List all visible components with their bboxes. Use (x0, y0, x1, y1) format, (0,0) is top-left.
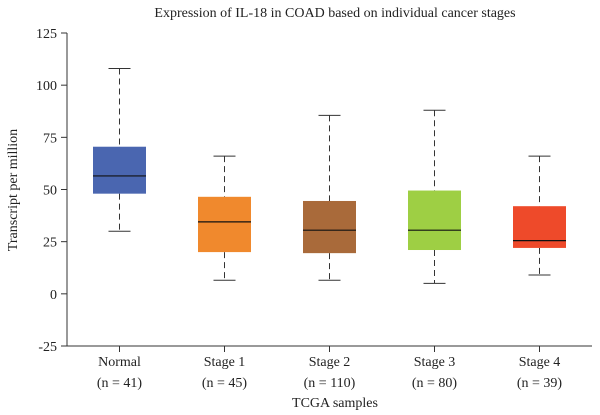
box-3 (303, 114, 356, 281)
x-axis: Normal (n = 41) Stage 1 (n = 45) Stage 2 (n =… (67, 345, 592, 391)
x-sample-size-label: (n = 80) (412, 376, 458, 391)
box-2 (198, 155, 251, 281)
chart-title: Expression of IL-18 in COAD based on ind… (154, 6, 515, 21)
box-iqr (303, 200, 356, 254)
box-iqr (408, 190, 461, 251)
y-axis-label: Transcript per million (6, 129, 21, 251)
y-tick-label: -25 (38, 340, 57, 355)
x-category-label: Stage 3 (414, 355, 456, 370)
y-tick-label: 75 (43, 131, 57, 146)
y-tick-label: 50 (43, 184, 57, 199)
y-tick-label: 25 (43, 236, 57, 251)
x-category-label: Normal (98, 355, 141, 370)
x-category-label: Stage 1 (204, 355, 246, 370)
x-category-label: Stage 4 (519, 355, 561, 370)
x-sample-size-label: (n = 110) (304, 376, 356, 391)
x-category-label: Stage 2 (309, 355, 351, 370)
y-tick-label: 0 (50, 288, 57, 303)
x-sample-size-label: (n = 39) (517, 376, 563, 391)
box-iqr (513, 206, 566, 248)
box-4 (408, 109, 461, 284)
box-5 (513, 155, 566, 276)
y-axis: -25 0 25 50 75 100 125 (36, 27, 68, 355)
box-1 (93, 67, 146, 232)
x-sample-size-label: (n = 45) (202, 376, 248, 391)
x-sample-size-label: (n = 41) (97, 376, 143, 391)
box-iqr (198, 196, 251, 253)
x-axis-label: TCGA samples (292, 396, 378, 411)
box-iqr (93, 146, 146, 194)
y-tick-label: 100 (36, 79, 57, 94)
y-tick-label: 125 (36, 27, 57, 42)
boxes (93, 67, 566, 284)
